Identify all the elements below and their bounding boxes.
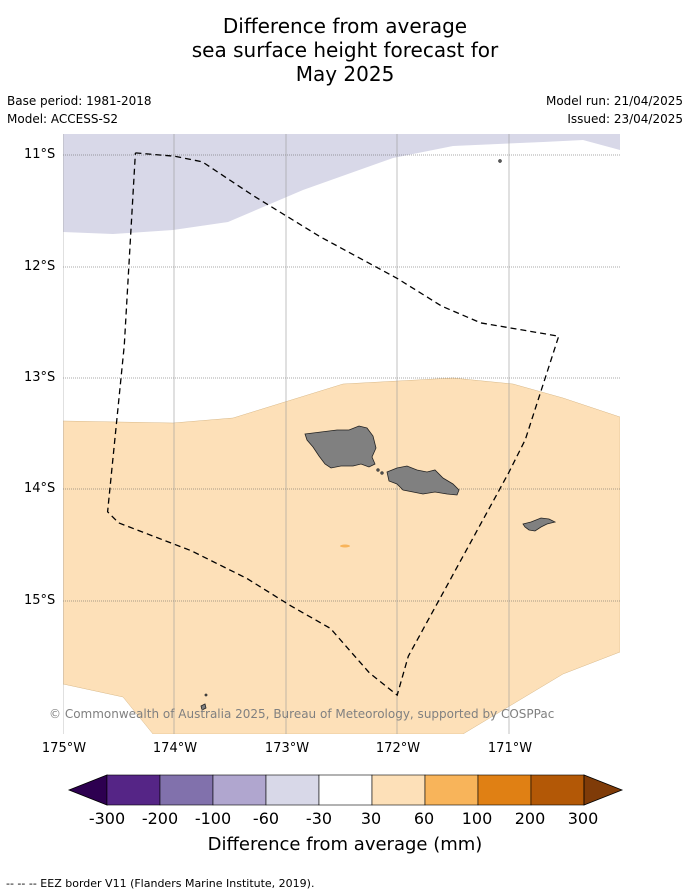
lat-label-14s: 14°S	[24, 481, 56, 496]
colorbar-segment	[159, 774, 214, 806]
chart-title: Difference from average sea surface heig…	[0, 14, 690, 86]
colorbar-segment	[106, 774, 161, 806]
copyright-notice: © Commonwealth of Australia 2025, Bureau…	[49, 707, 555, 721]
colorbar-extend-high	[583, 774, 624, 806]
colorbar-segment	[477, 774, 532, 806]
colorbar-tick: -200	[141, 809, 179, 828]
island-tutuila	[522, 517, 557, 532]
colorbar-segment	[371, 774, 426, 806]
model-label: Model: ACCESS-S2	[7, 112, 119, 126]
lat-label-11s: 11°S	[24, 147, 56, 162]
colorbar-segment	[212, 774, 267, 806]
colorbar-tick: -60	[252, 809, 280, 828]
issued-label: Issued: 23/04/2025	[567, 112, 683, 126]
lat-label-12s: 12°S	[24, 259, 56, 274]
colorbar-tick: -100	[194, 809, 232, 828]
lon-label-175w: 175°W	[41, 741, 87, 756]
anomaly-region-negative	[63, 134, 620, 234]
lon-label-174w: 174°W	[152, 741, 198, 756]
title-line-1: Difference from average	[222, 14, 468, 38]
islet-south	[200, 703, 207, 711]
islet-manono	[380, 471, 384, 475]
colorbar-tick: 100	[461, 809, 493, 828]
colorbar-svg	[67, 774, 624, 806]
gridlines	[62, 134, 620, 734]
lat-label-15s: 15°S	[24, 593, 56, 608]
colorbar-tick: -30	[305, 809, 333, 828]
map-panel	[62, 134, 621, 735]
title-line-3: May 2025	[295, 62, 395, 86]
colorbar-segment	[318, 774, 373, 806]
lon-label-171w: 171°W	[487, 741, 533, 756]
colorbar-title: Difference from average (mm)	[207, 834, 483, 855]
islet-rose	[498, 159, 502, 163]
colorbar-tick: 30	[360, 809, 382, 828]
eez-border	[106, 152, 560, 697]
islet-south-2	[204, 693, 208, 697]
lon-label-173w: 173°W	[264, 741, 310, 756]
colorbar-segment	[530, 774, 585, 806]
colorbar-extend-low	[67, 774, 108, 806]
map-canvas	[62, 134, 621, 735]
island-upolu	[386, 465, 460, 496]
colorbar-tick: 60	[413, 809, 435, 828]
base-period-label: Base period: 1981-2018	[7, 94, 152, 108]
island-savaii	[304, 425, 377, 469]
lat-label-13s: 13°S	[24, 370, 56, 385]
colorbar-tick: 300	[567, 809, 599, 828]
colorbar-segment	[265, 774, 320, 806]
colorbar-segment	[424, 774, 479, 806]
islet-apolima	[376, 468, 380, 472]
anomaly-patch-60-100	[340, 544, 350, 548]
eez-legend-note: -- -- -- EEZ border V11 (Flanders Marine…	[6, 877, 315, 890]
colorbar	[66, 772, 626, 808]
title-line-2: sea surface height forecast for	[191, 38, 499, 62]
land-masses	[200, 159, 557, 711]
lon-label-172w: 172°W	[375, 741, 421, 756]
model-run-label: Model run: 21/04/2025	[545, 94, 683, 108]
colorbar-tick: 200	[514, 809, 546, 828]
colorbar-tick: -300	[88, 809, 126, 828]
